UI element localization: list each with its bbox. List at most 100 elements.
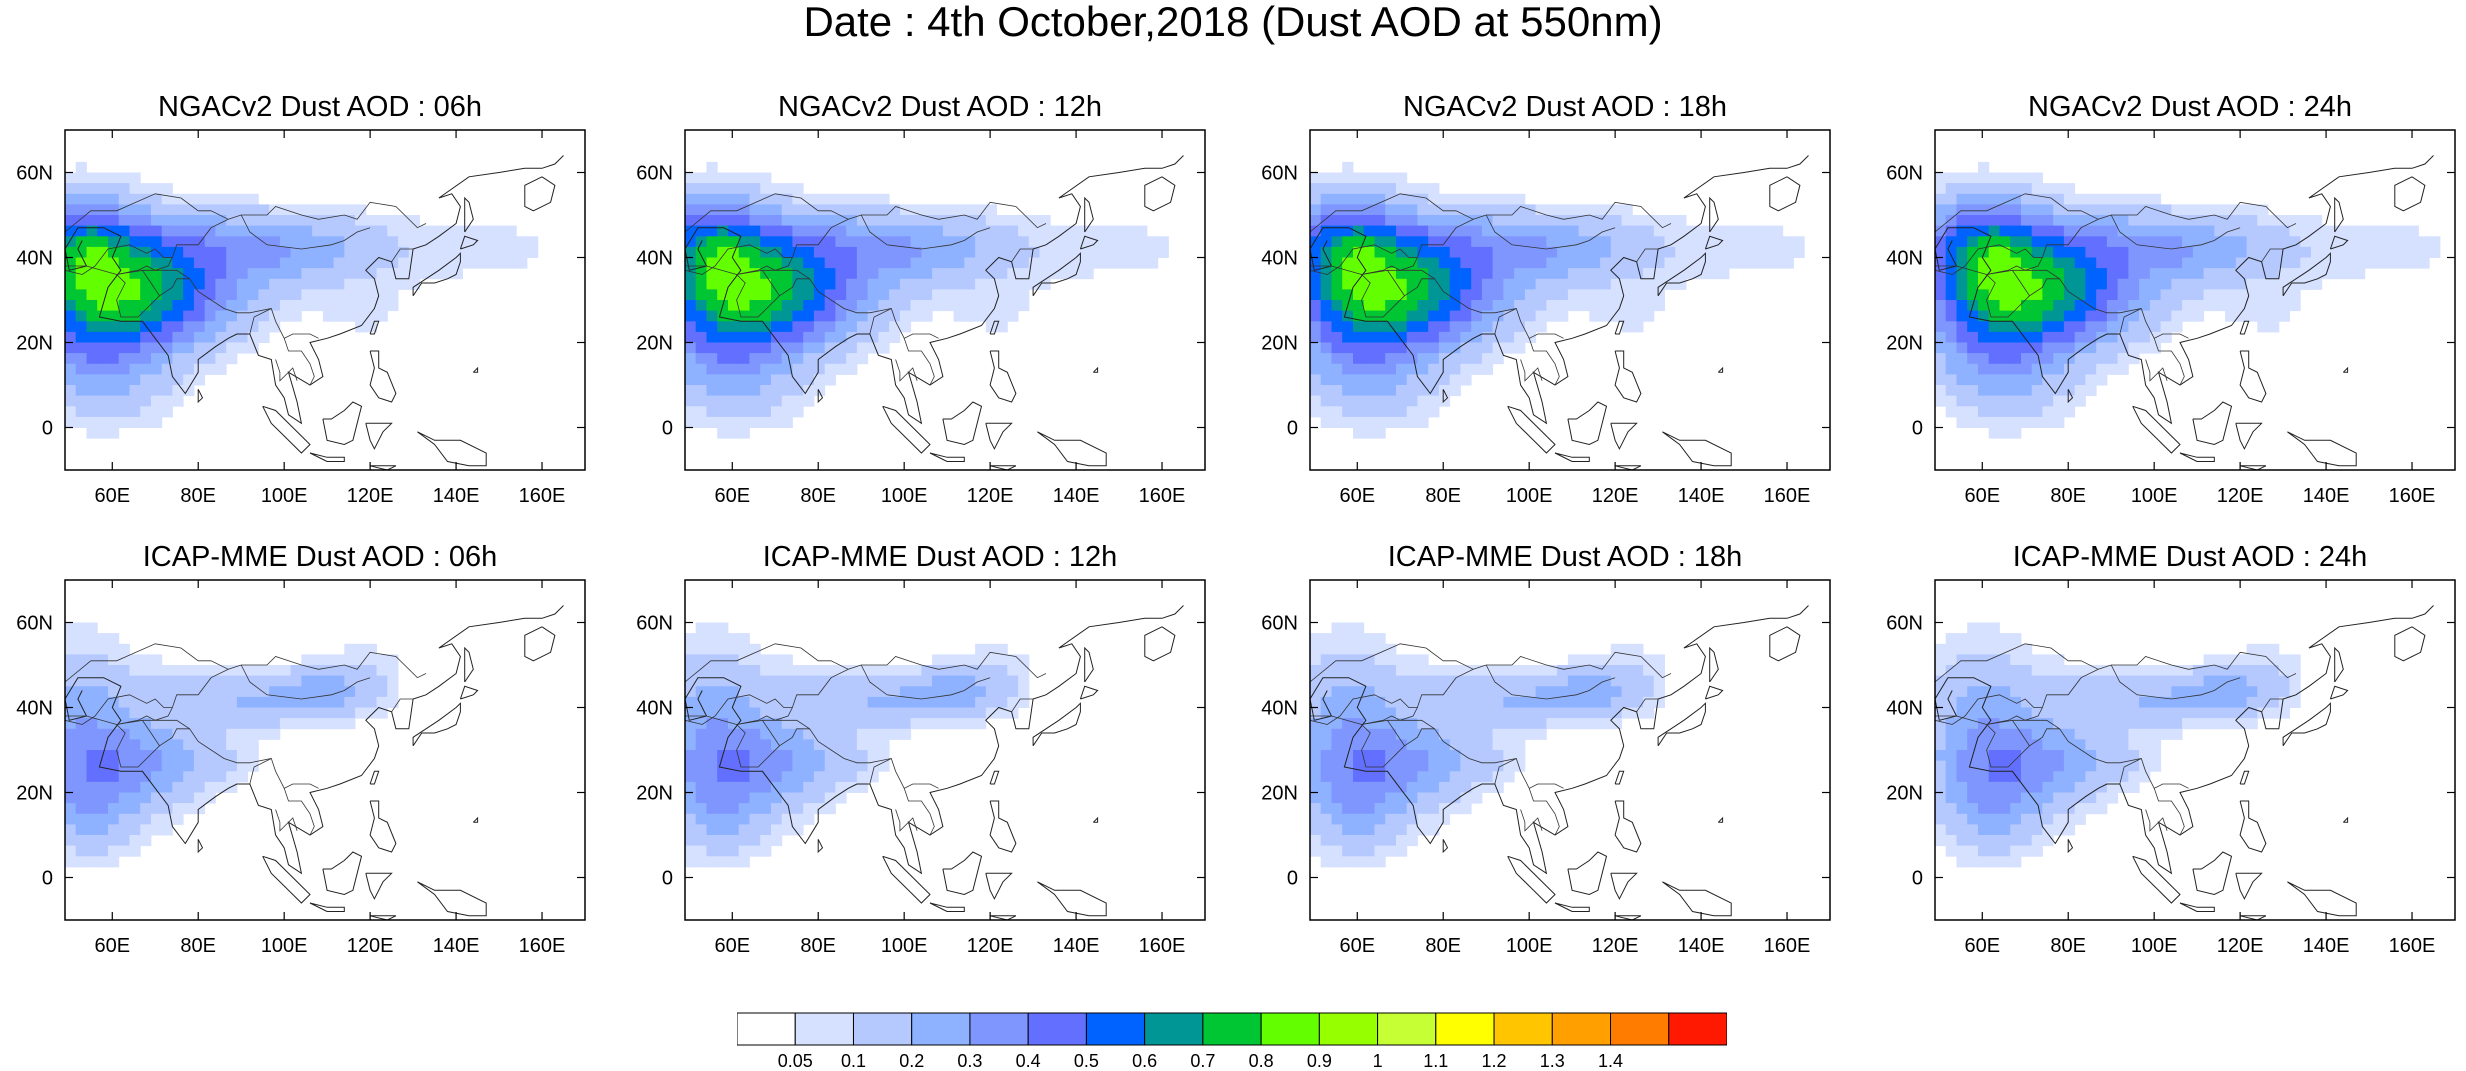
dust-cell bbox=[1978, 161, 1990, 173]
dust-cell bbox=[1514, 728, 1526, 740]
dust-cell bbox=[269, 728, 281, 740]
dust-cell bbox=[2192, 686, 2205, 698]
dust-cell bbox=[1374, 696, 1386, 708]
lat-tick-label: 40N bbox=[1261, 698, 1298, 720]
dust-cell bbox=[2063, 289, 2076, 301]
dust-cell bbox=[824, 374, 836, 386]
dust-cell bbox=[1945, 813, 1957, 825]
dust-cell bbox=[1481, 750, 1494, 762]
dust-cell bbox=[2063, 268, 2076, 280]
dust-cell bbox=[2235, 665, 2247, 677]
dust-cell bbox=[1385, 193, 1397, 205]
lon-tick-label: 80E bbox=[180, 935, 216, 957]
dust-cell bbox=[1438, 675, 1451, 687]
dust-cell bbox=[835, 665, 847, 677]
dust-cell bbox=[2128, 246, 2140, 258]
dust-cell bbox=[1007, 236, 1019, 248]
dust-cell bbox=[685, 856, 697, 868]
dust-cell bbox=[2139, 193, 2151, 205]
dust-cell bbox=[2214, 686, 2226, 698]
dust-cell bbox=[706, 654, 718, 666]
dust-cell bbox=[269, 696, 281, 708]
dust-cell bbox=[1999, 236, 2011, 248]
dust-cell bbox=[2096, 236, 2108, 248]
dust-cell bbox=[161, 204, 173, 216]
dust-cell bbox=[2021, 353, 2033, 365]
dust-cell bbox=[706, 771, 718, 783]
dust-cell bbox=[1114, 246, 1126, 258]
country-border bbox=[2110, 214, 2241, 250]
dust-cell bbox=[2321, 236, 2333, 248]
dust-cell bbox=[151, 803, 163, 815]
dust-cell bbox=[1535, 278, 1547, 290]
dust-cell bbox=[1396, 363, 1408, 375]
dust-cell bbox=[204, 246, 216, 258]
dust-cell bbox=[1610, 686, 1622, 698]
dust-cell bbox=[279, 696, 292, 708]
dust-cell bbox=[1460, 696, 1472, 708]
dust-cell bbox=[1945, 696, 1957, 708]
dust-cell bbox=[226, 225, 238, 237]
dust-cell bbox=[781, 406, 793, 418]
dust-cell bbox=[1331, 268, 1343, 280]
dust-cell bbox=[140, 665, 152, 677]
coastline bbox=[262, 405, 311, 454]
dust-cell bbox=[1438, 225, 1451, 237]
dust-cell bbox=[706, 803, 718, 815]
coastline bbox=[1709, 646, 1719, 683]
dust-cell bbox=[473, 257, 485, 269]
dust-cell bbox=[1396, 257, 1408, 269]
dust-cell bbox=[1956, 246, 1968, 258]
dust-cell bbox=[1481, 289, 1494, 301]
dust-cell bbox=[1535, 204, 1547, 216]
dust-cell bbox=[183, 781, 195, 793]
dust-cell bbox=[771, 321, 783, 333]
dust-cell bbox=[1945, 331, 1957, 343]
dust-cell bbox=[1503, 342, 1515, 354]
dust-cell bbox=[86, 406, 98, 418]
dust-cell bbox=[910, 236, 922, 248]
dust-cell bbox=[1664, 225, 1676, 237]
dust-cell bbox=[236, 268, 249, 280]
dust-cell bbox=[1610, 300, 1622, 312]
dust-cell bbox=[706, 193, 718, 205]
colorbar-label: 0.1 bbox=[841, 1051, 866, 1071]
dust-cell bbox=[2074, 771, 2086, 783]
dust-cell bbox=[738, 427, 750, 439]
dust-cell bbox=[2085, 204, 2097, 216]
dust-cell bbox=[1978, 675, 1990, 687]
dust-cell bbox=[2139, 707, 2151, 719]
dust-cell bbox=[75, 268, 87, 280]
dust-cell bbox=[1978, 686, 1990, 698]
dust-cell bbox=[1406, 665, 1418, 677]
dust-cell bbox=[1417, 718, 1429, 730]
dust-cell bbox=[1492, 236, 1504, 248]
dust-cell bbox=[760, 321, 772, 333]
dust-cell bbox=[365, 236, 377, 248]
dust-cell bbox=[1653, 675, 1665, 687]
dust-cell bbox=[749, 215, 761, 227]
dust-cell bbox=[846, 300, 858, 312]
dust-cell bbox=[226, 193, 238, 205]
dust-cell bbox=[1503, 696, 1515, 708]
dust-cell bbox=[2171, 278, 2183, 290]
dust-cell bbox=[889, 718, 901, 730]
dust-cell bbox=[1125, 225, 1137, 237]
dust-cell bbox=[1342, 728, 1354, 740]
dust-cell bbox=[108, 172, 120, 184]
dust-cell bbox=[1460, 374, 1472, 386]
dust-cell bbox=[258, 215, 270, 227]
dust-cell bbox=[247, 268, 259, 280]
dust-cell bbox=[1449, 236, 1461, 248]
dust-cell bbox=[365, 675, 377, 687]
dust-cell bbox=[781, 183, 793, 195]
dust-cell bbox=[75, 633, 87, 645]
coastline bbox=[1614, 915, 1642, 920]
dust-cell bbox=[1686, 268, 1698, 280]
dust-cell bbox=[1396, 707, 1408, 719]
dust-cell bbox=[1417, 204, 1429, 216]
dust-cell bbox=[2053, 289, 2065, 301]
dust-cell bbox=[1417, 193, 1429, 205]
dust-cell bbox=[86, 622, 98, 634]
dust-cell bbox=[2085, 696, 2097, 708]
